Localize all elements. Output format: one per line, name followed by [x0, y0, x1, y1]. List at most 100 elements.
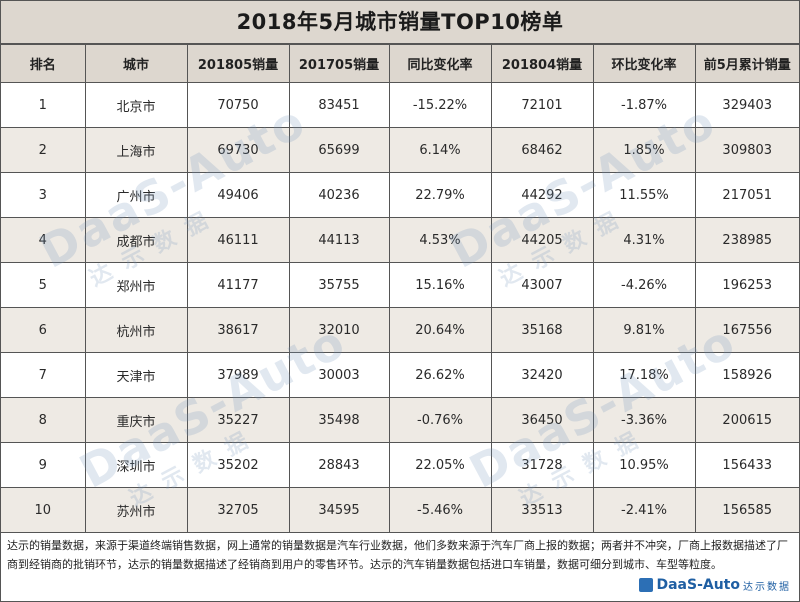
table-row: 9 深圳市 35202 28843 22.05% 31728 10.95% 156433 [1, 442, 799, 488]
table-cell: 40236 [288, 172, 390, 218]
table-cell: 32705 [186, 487, 290, 533]
footer-note: 达示的销量数据，来源于渠道终端销售数据，网上通常的销量数据是汽车行业数据，他们多… [7, 539, 788, 571]
table-cell: 44292 [490, 172, 594, 218]
table-cell: 200615 [694, 397, 799, 443]
table-cell: 44113 [288, 217, 390, 263]
table-cell: 5 [1, 262, 86, 308]
table-header-row: 排名 城市 201805销量 201705销量 同比变化率 201804销量 环比变化率 前5… [1, 44, 799, 83]
table-cell: 4 [1, 217, 86, 263]
table-cell: 238985 [694, 217, 799, 263]
column-header: 201705销量 [288, 44, 390, 83]
table-cell: 2 [1, 127, 86, 173]
table-cell: 31728 [490, 442, 594, 488]
table-cell: 20.64% [388, 307, 492, 353]
table-cell: 44205 [490, 217, 594, 263]
table-cell: 3 [1, 172, 86, 218]
table-cell: -2.41% [592, 487, 696, 533]
footer-note-box: 达示的销量数据，来源于渠道终端销售数据，网上通常的销量数据是汽车行业数据，他们多… [1, 532, 799, 601]
table-row: 5 郑州市 41177 35755 15.16% 43007 -4.26% 196253 [1, 262, 799, 308]
table-cell: 65699 [288, 127, 390, 173]
table-cell: 广州市 [84, 172, 188, 218]
table-cell: 郑州市 [84, 262, 188, 308]
column-header: 城市 [84, 44, 188, 83]
table-cell: 83451 [288, 82, 390, 128]
ranking-table: 排名 城市 201805销量 201705销量 同比变化率 201804销量 环比变化率 前5… [1, 44, 799, 533]
table-cell: 35202 [186, 442, 290, 488]
table-cell: 重庆市 [84, 397, 188, 443]
table-cell: -1.87% [592, 82, 696, 128]
logo-text: DaaS-Auto [656, 577, 740, 593]
table-cell: 深圳市 [84, 442, 188, 488]
table-cell: 杭州市 [84, 307, 188, 353]
table-row: 7 天津市 37989 30003 26.62% 32420 17.18% 158926 [1, 352, 799, 398]
table-cell: 35755 [288, 262, 390, 308]
logo-icon [639, 578, 654, 592]
table-cell: 9 [1, 442, 86, 488]
table-cell: 49406 [186, 172, 290, 218]
table-cell: 34595 [288, 487, 390, 533]
table-cell: -0.76% [388, 397, 492, 443]
table-cell: 4.31% [592, 217, 696, 263]
table-cell: 28843 [288, 442, 390, 488]
table-row: 2 上海市 69730 65699 6.14% 68462 1.85% 309803 [1, 127, 799, 173]
table-cell: 38617 [186, 307, 290, 353]
table-cell: 26.62% [388, 352, 492, 398]
table-cell: 10.95% [592, 442, 696, 488]
table-cell: 33513 [490, 487, 594, 533]
table-cell: 196253 [694, 262, 799, 308]
table-cell: 69730 [186, 127, 290, 173]
table-cell: 17.18% [592, 352, 696, 398]
table-cell: 37989 [186, 352, 290, 398]
table-row: 8 重庆市 35227 35498 -0.76% 36450 -3.36% 200615 [1, 397, 799, 443]
column-header: 排名 [1, 44, 86, 83]
logo-subtext: 达示数据 [743, 581, 791, 593]
table-cell: 158926 [694, 352, 799, 398]
column-header: 前5月累计销量 [694, 44, 799, 83]
table-cell: 72101 [490, 82, 594, 128]
table-cell: 156585 [694, 487, 799, 533]
table-cell: 41177 [186, 262, 290, 308]
column-header: 同比变化率 [388, 44, 492, 83]
table-cell: 1 [1, 82, 86, 128]
table-cell: 46111 [186, 217, 290, 263]
table-cell: 8 [1, 397, 86, 443]
table-row: 3 广州市 49406 40236 22.79% 44292 11.55% 217051 [1, 172, 799, 218]
table-cell: -3.36% [592, 397, 696, 443]
table-cell: 6.14% [388, 127, 492, 173]
table-row: 10 苏州市 32705 34595 -5.46% 33513 -2.41% 156585 [1, 487, 799, 533]
table-cell: 7 [1, 352, 86, 398]
table-body: 1 北京市 70750 83451 -15.22% 72101 -1.87% 329403 2 上… [1, 82, 799, 533]
table-cell: 35498 [288, 397, 390, 443]
table-row: 1 北京市 70750 83451 -15.22% 72101 -1.87% 329403 [1, 82, 799, 128]
table-cell: 68462 [490, 127, 594, 173]
table-cell: -15.22% [388, 82, 492, 128]
table-cell: 36450 [490, 397, 594, 443]
column-header: 201805销量 [186, 44, 290, 83]
table-cell: 70750 [186, 82, 290, 128]
table-cell: 苏州市 [84, 487, 188, 533]
table-cell: 9.81% [592, 307, 696, 353]
table-cell: 309803 [694, 127, 799, 173]
table-cell: -5.46% [388, 487, 492, 533]
table-cell: 35227 [186, 397, 290, 443]
brand-logo: DaaS-Auto 达示数据 [633, 577, 791, 593]
table-cell: 43007 [490, 262, 594, 308]
table-cell: 22.05% [388, 442, 492, 488]
table-cell: 22.79% [388, 172, 492, 218]
table-cell: 35168 [490, 307, 594, 353]
table-cell: 6 [1, 307, 86, 353]
table-cell: 329403 [694, 82, 799, 128]
table-cell: 北京市 [84, 82, 188, 128]
table-cell: 11.55% [592, 172, 696, 218]
table-cell: 30003 [288, 352, 390, 398]
table-cell: 32420 [490, 352, 594, 398]
column-header: 环比变化率 [592, 44, 696, 83]
table-cell: 1.85% [592, 127, 696, 173]
table-row: 6 杭州市 38617 32010 20.64% 35168 9.81% 167556 [1, 307, 799, 353]
table-cell: 天津市 [84, 352, 188, 398]
table-cell: 156433 [694, 442, 799, 488]
table-row: 4 成都市 46111 44113 4.53% 44205 4.31% 238985 [1, 217, 799, 263]
table-cell: -4.26% [592, 262, 696, 308]
table-cell: 10 [1, 487, 86, 533]
